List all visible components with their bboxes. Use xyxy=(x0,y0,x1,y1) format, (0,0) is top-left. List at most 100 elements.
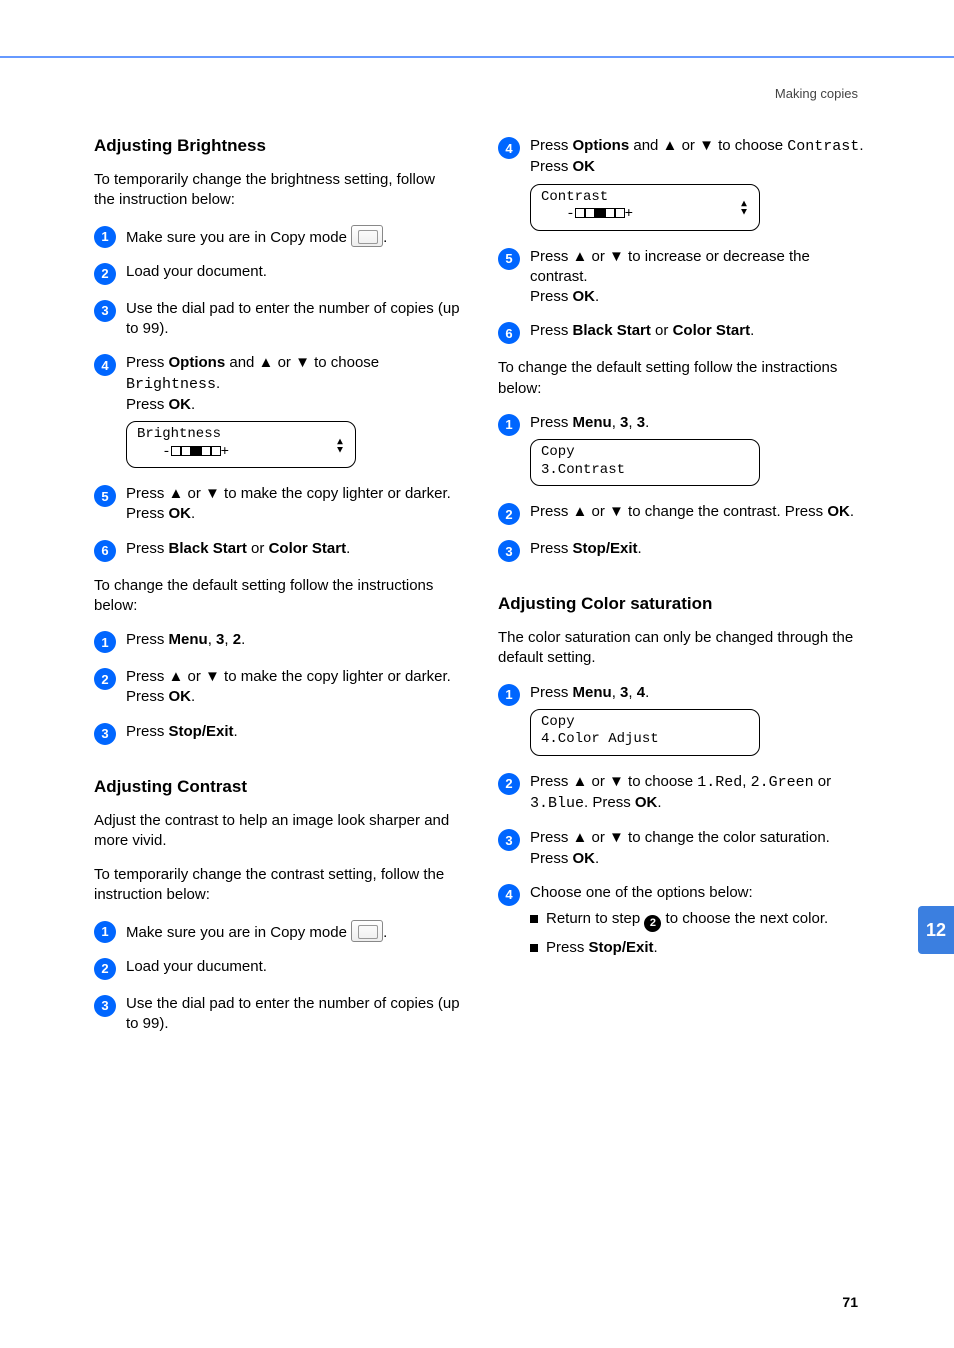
t: Press xyxy=(530,158,573,175)
text: Make sure you are in Copy mode xyxy=(126,229,351,246)
step-text: Press Menu, 3, 2. xyxy=(126,630,460,650)
t: Black Start xyxy=(573,322,651,339)
step-number-icon: 5 xyxy=(94,485,116,507)
t: Black Start xyxy=(169,540,247,557)
page-body: Adjusting Brightness To temporarily chan… xyxy=(94,136,864,1048)
step-text: Press ▲ or ▼ to change the contrast. Pre… xyxy=(530,502,864,522)
t: Brightness xyxy=(126,376,216,393)
t: Press xyxy=(530,540,573,557)
step-number-icon: 3 xyxy=(498,829,520,851)
t: OK xyxy=(573,288,596,305)
lcd-line: Copy xyxy=(541,444,749,462)
page-number: 71 xyxy=(842,1294,858,1310)
contrast-p2: To temporarily change the contrast setti… xyxy=(94,865,460,906)
lcd-line: Brightness xyxy=(137,426,345,444)
step-text: Make sure you are in Copy mode . xyxy=(126,225,460,248)
step-text: Press Stop/Exit. xyxy=(530,539,864,559)
contrast-default-intro: To change the default setting follow the… xyxy=(498,358,864,399)
breadcrumb: Making copies xyxy=(775,86,858,101)
step-text: Press Black Start or Color Start. xyxy=(530,321,864,341)
color-step-2: 2 Press ▲ or ▼ to choose 1.Red, 2.Green … xyxy=(498,772,864,815)
t: Menu xyxy=(169,631,208,648)
t: . xyxy=(234,723,238,740)
t: or xyxy=(247,540,269,557)
lcd-copy-contrast: Copy 3.Contrast xyxy=(530,439,760,486)
brightness-default-3: 3 Press Stop/Exit. xyxy=(94,722,460,745)
color-step-1: 1 Press Menu, 3, 4. Copy 4.Color Adjust xyxy=(498,683,864,758)
lcd-bar: -+ xyxy=(137,444,345,462)
lcd-color-adjust: Copy 4.Color Adjust xyxy=(530,709,760,756)
header-rule xyxy=(0,56,954,58)
t: Press xyxy=(126,540,169,557)
t: , xyxy=(742,773,750,790)
t: . xyxy=(346,540,350,557)
lcd-line: 3.Contrast xyxy=(541,462,749,480)
step-text: Press Menu, 3, 4. Copy 4.Color Adjust xyxy=(530,683,864,758)
copy-mode-icon xyxy=(351,920,383,942)
brightness-step-4: 4 Press Options and ▲ or ▼ to choose Bri… xyxy=(94,353,460,470)
t: 3 xyxy=(637,414,645,431)
t: 3.Blue xyxy=(530,795,584,812)
option-text: Press Stop/Exit. xyxy=(546,938,658,958)
t: . xyxy=(750,322,754,339)
step-text: Press ▲ or ▼ to make the copy lighter or… xyxy=(126,484,460,525)
step-number-icon: 1 xyxy=(94,226,116,248)
t: Press ▲ or ▼ to increase or decrease the… xyxy=(530,248,810,285)
t: Press xyxy=(126,354,169,371)
step-number-icon: 3 xyxy=(94,995,116,1017)
t: OK xyxy=(827,503,850,520)
t: . xyxy=(191,396,195,413)
copy-mode-icon xyxy=(351,225,383,247)
t: Return to step xyxy=(546,910,644,927)
step-number-icon: 1 xyxy=(94,631,116,653)
t: OK xyxy=(635,794,658,811)
step-text: Load your ducument. xyxy=(126,957,460,977)
t: . xyxy=(191,505,195,522)
step-number-icon: 1 xyxy=(498,684,520,706)
brightness-intro: To temporarily change the brightness set… xyxy=(94,170,460,211)
heading-contrast: Adjusting Contrast xyxy=(94,777,460,797)
step-number-icon: 2 xyxy=(94,958,116,980)
t: . xyxy=(191,688,195,705)
t: , xyxy=(612,414,620,431)
square-bullet-icon xyxy=(530,944,538,952)
color-step-3: 3 Press ▲ or ▼ to change the color satur… xyxy=(498,828,864,869)
lcd-bar: -+ xyxy=(541,206,749,224)
step-number-icon: 2 xyxy=(94,668,116,690)
t: Press ▲ or ▼ to choose xyxy=(530,773,697,790)
step-text: Press Options and ▲ or ▼ to choose Brigh… xyxy=(126,353,460,470)
t: Options xyxy=(573,137,630,154)
t: OK xyxy=(169,505,192,522)
step-number-icon: 2 xyxy=(498,773,520,795)
t: . xyxy=(859,137,863,154)
t: 2 xyxy=(233,631,241,648)
t: and ▲ or ▼ to choose xyxy=(629,137,787,154)
brightness-step-6: 6 Press Black Start or Color Start. xyxy=(94,539,460,562)
lcd-line: Contrast xyxy=(541,189,749,207)
step-text: Press Menu, 3, 3. Copy 3.Contrast xyxy=(530,413,864,488)
option-1: Return to step 2 to choose the next colo… xyxy=(530,909,864,932)
t: OK xyxy=(169,688,192,705)
t: Press xyxy=(126,631,169,648)
t: to choose the next color. xyxy=(661,910,828,927)
t: Stop/Exit xyxy=(169,723,234,740)
updown-icon: ▲▼ xyxy=(741,201,747,217)
step-text: Press Black Start or Color Start. xyxy=(126,539,460,559)
t: Press xyxy=(530,414,573,431)
t: . Press xyxy=(584,794,635,811)
t: Stop/Exit xyxy=(589,939,654,956)
brightness-step-5: 5 Press ▲ or ▼ to make the copy lighter … xyxy=(94,484,460,525)
t: OK xyxy=(573,850,596,867)
t: OK xyxy=(573,158,596,175)
brightness-step-1: 1 Make sure you are in Copy mode . xyxy=(94,225,460,248)
t: , xyxy=(208,631,216,648)
lcd-brightness: Brightness -+ ▲▼ xyxy=(126,421,356,468)
step-number-icon: 1 xyxy=(94,921,116,943)
t: OK xyxy=(169,396,192,413)
step-text: Load your document. xyxy=(126,262,460,282)
step-number-icon: 5 xyxy=(498,248,520,270)
contrast-step-3: 3 Use the dial pad to enter the number o… xyxy=(94,994,460,1035)
t: Color Start xyxy=(673,322,751,339)
contrast-default-1: 1 Press Menu, 3, 3. Copy 3.Contrast xyxy=(498,413,864,488)
contrast-step-6: 6 Press Black Start or Color Start. xyxy=(498,321,864,344)
